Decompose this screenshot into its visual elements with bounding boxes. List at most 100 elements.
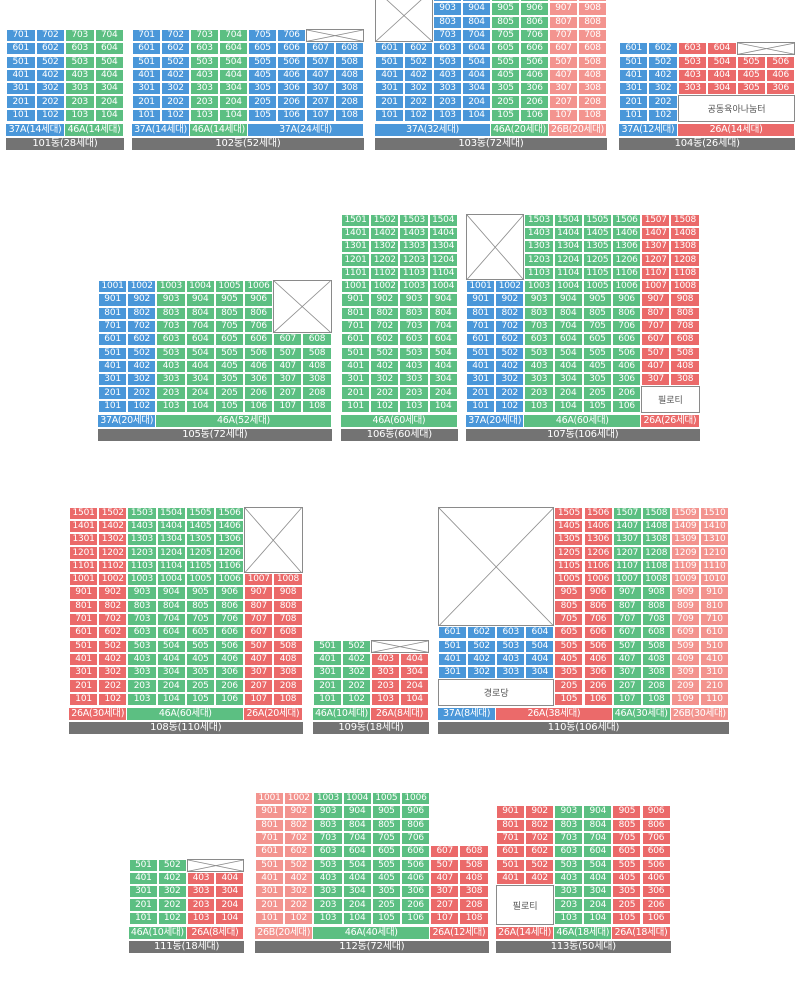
unit-cell: 910 [699, 586, 729, 600]
unit-cell: 1508 [641, 506, 671, 520]
unit-cell: 908 [670, 293, 700, 307]
unit-cell: 1203 [524, 253, 554, 267]
unit-cell: 105 [185, 692, 215, 706]
unit-cell: 706 [583, 612, 613, 627]
unit-cell: 1504 [553, 213, 583, 227]
unit-type-segment: 37A(32세대) [375, 124, 491, 136]
unit-cell: 805 [214, 306, 244, 320]
empty-block [438, 506, 555, 627]
unit-cell: 1402 [98, 519, 128, 534]
unit-cell: 1301 [69, 533, 99, 547]
unit-cell: 608 [273, 626, 303, 640]
unit-cell: 403 [399, 359, 429, 374]
unit-cell: 1007 [244, 573, 274, 587]
unit-cell: 505 [491, 55, 520, 69]
unit-cell: 102 [495, 399, 525, 413]
unit-cell: 505 [554, 639, 584, 653]
unit-cell: 102 [370, 399, 400, 413]
unit-cell: 1406 [583, 519, 613, 534]
unit-cell: 602 [98, 626, 128, 640]
unit-cell: 607 [549, 42, 578, 56]
unit-cell: 1205 [582, 253, 612, 267]
unit-cell: 1407 [641, 226, 671, 241]
unit-cell: 1204 [156, 546, 186, 560]
unit-cell: 1210 [699, 546, 729, 560]
unit-cell: 502 [127, 346, 157, 360]
unit-cell: 102 [284, 911, 314, 925]
unit-cell: 308 [459, 885, 489, 899]
unit-cell: 706 [641, 831, 671, 846]
unit-cell: 1003 [399, 280, 429, 294]
unit-cell: 606 [583, 626, 613, 640]
unit-cell: 1101 [69, 559, 99, 573]
unit-cell: 507 [612, 639, 642, 653]
unit-cell: 806 [215, 599, 245, 613]
unit-cell: 903 [524, 293, 554, 307]
empty-block [244, 506, 303, 573]
unit-cell: 305 [554, 666, 584, 680]
unit-cell: 505 [185, 639, 215, 653]
unit-cell: 305 [248, 82, 277, 96]
unit-cell: 601 [132, 42, 161, 56]
unit-cell: 403 [313, 871, 343, 886]
unit-cell: 704 [553, 319, 583, 334]
unit-cell: 903 [433, 2, 462, 16]
unit-cell: 304 [156, 666, 186, 680]
unit-cell: 504 [462, 55, 491, 69]
unit-cell: 1204 [553, 253, 583, 267]
unit-cell: 203 [156, 386, 186, 400]
unit-cell: 303 [190, 82, 219, 96]
unit-cell: 503 [127, 639, 157, 653]
unit-cell: 506 [583, 639, 613, 653]
unit-cell: 106 [520, 108, 549, 122]
unit-cell: 1010 [699, 573, 729, 587]
unit-cell: 106 [215, 692, 245, 706]
unit-cell: 801 [255, 818, 285, 832]
empty-block [736, 42, 796, 56]
unit-cell: 104 [553, 399, 583, 413]
unit-cell: 1008 [273, 573, 303, 587]
unit-type-segment: 46A(18세대) [554, 927, 613, 939]
unit-cell: 506 [277, 55, 306, 69]
unit-cell: 108 [302, 399, 332, 413]
unit-cell: 306 [277, 82, 306, 96]
unit-cell: 502 [525, 858, 555, 872]
unit-cell: 708 [641, 612, 671, 627]
building-name-bar: 103동(72세대) [375, 138, 607, 150]
unit-cell: 706 [244, 319, 274, 334]
unit-cell: 506 [215, 639, 245, 653]
unit-type-segment: 37A(24세대) [248, 124, 364, 136]
unit-cell: 703 [156, 319, 186, 334]
unit-cell: 1006 [401, 792, 431, 806]
unit-cell: 105 [214, 399, 244, 413]
unit-type-segment: 37A(20세대) [466, 415, 525, 427]
unit-cell: 102 [35, 108, 65, 122]
unit-cell: 1208 [641, 546, 671, 560]
unit-cell: 204 [219, 95, 248, 109]
unit-type-segment: 37A(8세대) [438, 708, 497, 720]
unit-cell: 402 [342, 652, 371, 667]
unit-cell: 202 [370, 386, 400, 400]
unit-cell: 404 [525, 652, 555, 667]
unit-cell: 504 [583, 858, 613, 872]
unit-cell: 1206 [215, 546, 245, 560]
unit-cell: 1308 [670, 240, 700, 254]
unit-cell: 608 [335, 42, 364, 56]
unit-cell: 303 [313, 885, 343, 899]
unit-cell: 1008 [641, 573, 671, 587]
unit-cell: 902 [127, 293, 157, 307]
unit-cell: 506 [766, 55, 796, 69]
unit-cell: 1005 [185, 573, 215, 587]
unit-cell: 206 [520, 95, 549, 109]
unit-cell: 607 [244, 626, 274, 640]
unit-cell: 206 [641, 898, 671, 912]
unit-cell: 106 [641, 911, 671, 925]
unit-cell: 302 [157, 885, 187, 899]
unit-cell: 803 [156, 306, 186, 320]
unit-cell: 1003 [433, 0, 462, 3]
unit-cell: 802 [127, 306, 157, 320]
unit-cell: 207 [430, 898, 460, 912]
unit-cell: 303 [399, 373, 429, 387]
unit-cell: 201 [313, 679, 342, 693]
unit-cell: 710 [699, 612, 729, 627]
